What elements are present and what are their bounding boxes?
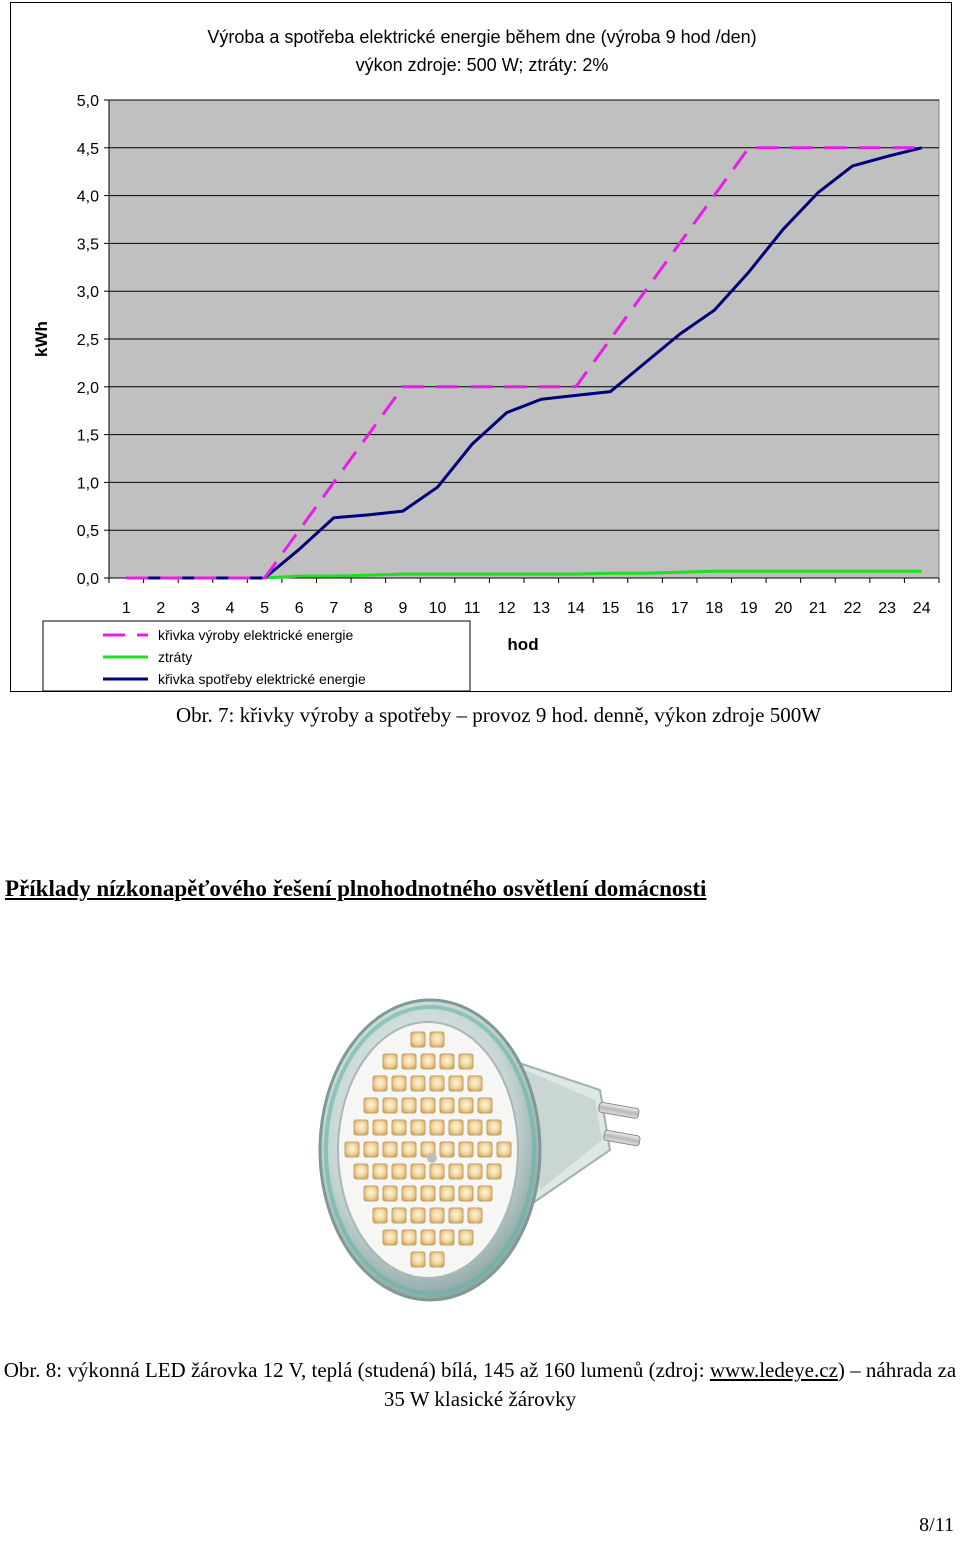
source-link[interactable]: www.ledeye.cz <box>709 1358 838 1382</box>
x-tick-label: 13 <box>532 600 550 617</box>
legend-label-1: ztráty <box>158 649 192 665</box>
series-line-0 <box>126 146 922 580</box>
line-chart: 0,00,51,01,52,02,53,03,54,04,55,01 2 3 4 5 6 7… <box>32 27 940 692</box>
y-tick-label: 4,5 <box>77 141 99 158</box>
x-tick-label: 4 <box>226 600 235 617</box>
legend-label-0: křivka výroby elektrické energie <box>158 627 354 643</box>
x-tick-label: 12 <box>498 600 516 617</box>
y-tick-label: 5,0 <box>77 93 99 110</box>
x-tick-label: 23 <box>878 600 896 617</box>
y-tick-label: 2,5 <box>77 332 99 349</box>
x-tick-label: 11 <box>464 600 481 617</box>
x-tick-label: 8 <box>364 600 373 617</box>
x-axis-label: hod <box>507 635 538 654</box>
x-tick-label: 15 <box>602 600 620 617</box>
x-tick-label: 22 <box>844 600 862 617</box>
y-tick-label: 0,0 <box>77 571 99 588</box>
y-tick-label: 1,5 <box>77 428 99 445</box>
y-tick-label: 3,5 <box>77 236 99 253</box>
x-tick-label: 9 <box>399 600 408 617</box>
y-axis-label: kWh <box>32 321 51 357</box>
legend-label-2: křivka spotřeby elektrické energie <box>158 671 366 687</box>
x-tick-label: 3 <box>191 600 200 617</box>
figure-8-caption: Obr. 8: výkonná LED žárovka 12 V, teplá … <box>0 1356 960 1414</box>
x-tick-label: 2 <box>156 600 165 617</box>
x-tick-label: 18 <box>705 600 723 617</box>
page-number: 8/11 <box>919 1514 954 1536</box>
y-tick-label: 4,0 <box>77 189 99 206</box>
chart-title: Výroba a spotřeba elektrické energie běh… <box>207 27 756 47</box>
figure-8-caption-tail: ) – náhrada za 35 W klasické žárovky <box>383 1358 957 1411</box>
x-tick-label: 10 <box>429 600 447 617</box>
x-tick-label: 19 <box>740 600 758 617</box>
y-tick-label: 3,0 <box>77 284 99 301</box>
x-tick-label: 24 <box>913 600 931 617</box>
figure-7-caption: Obr. 7: křivky výroby a spotřeby – provo… <box>176 703 822 727</box>
x-tick-label: 7 <box>329 600 338 617</box>
y-tick-label: 0,5 <box>77 523 99 540</box>
chart-subtitle: výkon zdroje: 500 W; ztráty: 2% <box>356 55 609 75</box>
section-heading: Příklady nízkonapěťového řešení plnohodn… <box>5 876 707 901</box>
x-tick-label: 16 <box>636 600 654 617</box>
x-tick-label: 5 <box>260 600 269 617</box>
y-tick-label: 2,0 <box>77 380 99 397</box>
x-tick-label: 14 <box>567 600 585 617</box>
x-tick-label: 1 <box>122 600 131 617</box>
y-tick-label: 1,0 <box>77 475 99 492</box>
chart-frame: 0,0 0,5 1,0 1,5 2,0 2,5 3,0 3,5 4,0 4,5 5,0 1 2 3 4 5 6 7… <box>10 2 952 692</box>
x-tick-label: 17 <box>671 600 689 617</box>
figure-8-caption-text: Obr. 8: výkonná LED žárovka 12 V, teplá … <box>3 1358 710 1382</box>
x-tick-label: 21 <box>809 600 827 617</box>
x-tick-label: 6 <box>295 600 304 617</box>
series-line-2 <box>126 146 923 580</box>
x-tick-label: 20 <box>774 600 792 617</box>
led-bulb-photo <box>318 998 641 1302</box>
